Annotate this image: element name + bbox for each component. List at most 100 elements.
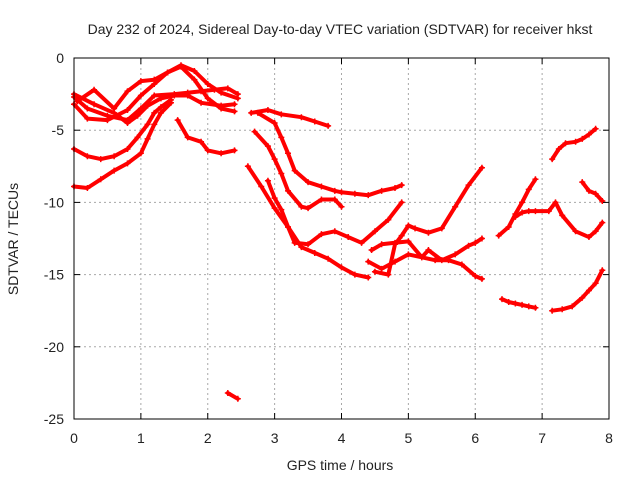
data-point: [298, 114, 305, 121]
data-point: [512, 213, 519, 220]
data-point: [137, 78, 144, 85]
data-point: [167, 99, 174, 106]
data-point: [599, 219, 606, 226]
data-point: [398, 182, 405, 189]
data-point: [378, 241, 385, 248]
series-track-20: [549, 125, 599, 163]
data-point: [559, 306, 566, 313]
data-point: [545, 208, 552, 215]
data-point: [549, 156, 556, 163]
data-point: [291, 239, 298, 246]
series-track-10: [254, 109, 405, 199]
data-point: [171, 92, 178, 99]
data-point: [305, 241, 312, 248]
data-point: [91, 86, 98, 93]
data-point: [425, 247, 432, 254]
data-point: [425, 229, 432, 236]
x-tick-label: 5: [404, 430, 412, 446]
data-point: [291, 167, 298, 174]
x-axis-label: GPS time / hours: [287, 457, 394, 473]
data-point: [184, 134, 191, 141]
series-track-08: [224, 390, 241, 402]
series-track-06: [71, 99, 174, 191]
x-tick-label: 1: [137, 430, 145, 446]
data-point: [144, 102, 151, 109]
data-series: [71, 62, 606, 402]
data-point: [111, 167, 118, 174]
data-point: [559, 212, 566, 219]
data-point: [368, 247, 375, 254]
data-point: [74, 98, 81, 105]
chart-title: Day 232 of 2024, Sidereal Day-to-day VTE…: [88, 21, 593, 37]
data-point: [351, 271, 358, 278]
data-point: [151, 109, 158, 116]
data-point: [278, 134, 285, 141]
data-point: [478, 275, 485, 282]
data-point: [258, 183, 265, 190]
data-point: [385, 216, 392, 223]
data-point: [84, 105, 91, 112]
series-track-11: [251, 128, 345, 212]
data-point: [264, 177, 271, 184]
data-point: [592, 228, 599, 235]
data-point: [124, 145, 131, 152]
x-tick-label: 3: [271, 430, 279, 446]
data-point: [338, 264, 345, 271]
data-point: [405, 251, 412, 258]
y-tick-label: -5: [52, 122, 65, 138]
data-point: [305, 179, 312, 186]
data-point: [525, 208, 532, 215]
data-point: [251, 128, 258, 135]
data-point: [452, 203, 459, 210]
data-point: [157, 95, 164, 102]
data-point: [224, 390, 231, 397]
data-point: [254, 109, 261, 116]
data-point: [599, 267, 606, 274]
data-point: [151, 80, 158, 87]
data-point: [111, 153, 118, 160]
y-tick-label: -10: [44, 194, 64, 210]
series-track-19: [512, 199, 606, 241]
series-line: [580, 180, 605, 203]
y-tick-label: -15: [44, 267, 64, 283]
series-track-17: [499, 296, 539, 311]
data-point: [405, 238, 412, 245]
data-point: [271, 156, 278, 163]
data-point: [134, 134, 141, 141]
data-point: [552, 199, 559, 206]
data-point: [278, 206, 285, 213]
data-point: [472, 273, 479, 280]
data-point: [137, 92, 144, 99]
data-point: [285, 150, 291, 157]
data-point: [465, 182, 472, 189]
data-point: [124, 119, 131, 126]
data-point: [191, 67, 198, 74]
series-line: [366, 252, 484, 281]
data-point: [157, 104, 164, 111]
data-point: [432, 257, 439, 264]
data-point: [144, 121, 151, 128]
data-point: [338, 203, 345, 210]
data-point: [318, 183, 325, 190]
data-point: [365, 192, 372, 199]
data-point: [452, 251, 459, 258]
data-point: [84, 153, 91, 160]
series-line: [496, 177, 538, 238]
series-track-07: [174, 117, 238, 157]
data-point: [318, 196, 325, 203]
data-point: [338, 189, 345, 196]
data-point: [555, 145, 562, 152]
data-point: [378, 187, 385, 194]
data-point: [579, 179, 586, 186]
data-point: [271, 119, 278, 126]
x-tick-label: 4: [338, 430, 346, 446]
data-point: [234, 395, 241, 402]
data-point: [271, 205, 278, 212]
data-point: [532, 208, 539, 215]
data-point: [264, 106, 271, 113]
data-point: [371, 268, 378, 275]
data-point: [218, 89, 225, 96]
series-line: [72, 92, 237, 125]
data-point: [472, 239, 479, 246]
data-point: [519, 199, 526, 206]
